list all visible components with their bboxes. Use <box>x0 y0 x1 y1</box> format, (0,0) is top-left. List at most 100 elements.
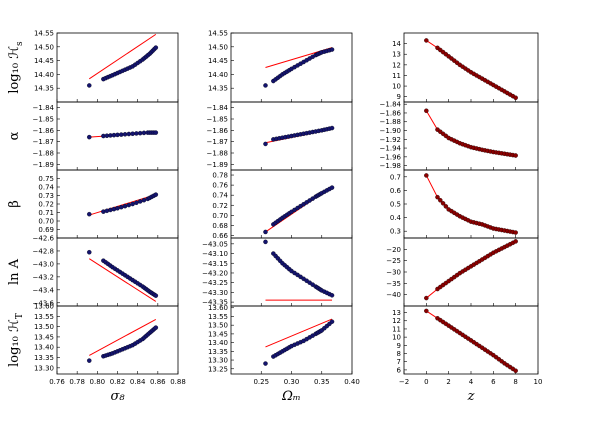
data-point <box>134 131 139 136</box>
panel-r1-c2: −1.84−1.86−1.88−1.90−1.92−1.94−1.96−1.98 <box>380 101 539 171</box>
y-tick-label: −1.84 <box>207 104 229 112</box>
data-point <box>424 108 429 114</box>
row-ylabel: α <box>7 131 22 140</box>
data-point <box>329 319 335 324</box>
y-tick-label: 7 <box>397 358 401 366</box>
data-point <box>438 198 443 203</box>
data-point <box>153 45 159 50</box>
data-point <box>122 203 128 209</box>
y-tick-label: 13.40 <box>34 344 54 352</box>
panel-r4-c0: 13.30 13.35 13.40 13.45 13.50 13.55 13.60 0.76 0… <box>34 303 186 387</box>
y-tick-label: 13.30 <box>208 357 228 365</box>
panel-r0-c0: 14.35 14.40 14.45 14.50 14.55 <box>34 30 179 103</box>
row-ylabel-main: log₁₀ ℋ <box>7 46 22 94</box>
y-tick-label: −1.86 <box>380 109 402 117</box>
x-tick-label: 6 <box>491 378 496 386</box>
panel-frame <box>230 305 353 375</box>
x-tick-label: 0.86 <box>150 378 166 386</box>
data-point <box>87 211 92 217</box>
panel-frame <box>56 169 179 239</box>
panel-r3-c1: −43.05 −43.10 −43.15−43.20 −43.25 −43.30 −43.… <box>202 237 353 307</box>
data-point <box>263 239 268 245</box>
data-point <box>141 130 147 136</box>
y-tick-label: 0.72 <box>38 201 54 209</box>
y-tick-label: −42.6 <box>33 235 55 243</box>
x-tick-label: 0.80 <box>90 378 106 386</box>
panel-frame <box>403 32 539 103</box>
panel-frame <box>56 32 179 103</box>
y-tick-label: 0.5 <box>390 201 401 209</box>
panel-frame <box>56 305 179 375</box>
y-tick-label: 13.60 <box>34 303 54 311</box>
row-ylabel-main: ln A <box>7 258 22 285</box>
fit-line <box>89 318 157 356</box>
y-tick-label: 0.69 <box>38 226 54 234</box>
x-tick-label: 0.84 <box>130 378 146 386</box>
y-tick-label: 13.30 <box>34 364 54 372</box>
panel-frame <box>403 305 539 375</box>
y-tick-label: 14.45 <box>208 57 228 65</box>
data-point <box>137 130 143 136</box>
data-point <box>435 194 440 200</box>
y-tick-label: 13.25 <box>208 365 228 373</box>
y-tick-label: −30 <box>386 269 401 277</box>
y-tick-label: 14 <box>392 40 401 48</box>
y-tick-label: 0.78 <box>212 172 228 180</box>
y-tick-label: 0.72 <box>212 202 228 210</box>
y-tick-label: −1.85 <box>207 116 228 124</box>
panel-r4-c1: 13.2513.3013.3513.4013.4513.5013.5513.60… <box>208 304 360 386</box>
data-point <box>141 197 147 203</box>
y-tick-label: −43.10 <box>202 250 228 258</box>
y-tick-label: −1.88 <box>207 150 228 158</box>
panel-r2-c1: 0.66 0.68 0.70 0.72 0.74 0.76 0.78 <box>212 169 353 240</box>
y-tick-label: 12 <box>392 61 401 69</box>
data-point <box>130 201 135 207</box>
y-tick-label: −1.87 <box>207 138 228 146</box>
data-point <box>513 153 518 158</box>
y-tick-label: 14.50 <box>34 43 54 51</box>
y-tick-label: −43.2 <box>33 273 54 281</box>
data-point <box>513 95 518 101</box>
y-tick-label: −1.90 <box>380 127 401 135</box>
y-tick-label: −1.86 <box>33 127 55 135</box>
y-tick-label: 13 <box>392 51 401 59</box>
y-tick-label: 12 <box>392 317 401 325</box>
data-point <box>153 293 159 298</box>
data-point <box>126 202 132 208</box>
data-point <box>137 199 143 204</box>
y-tick-label: 13.50 <box>208 322 228 330</box>
data-point <box>513 239 518 244</box>
x-tick-label: 10 <box>534 378 543 386</box>
y-tick-label: −1.87 <box>33 138 54 146</box>
panel-r2-c2: 0.3 0.4 0.5 0.6 0.7 <box>390 169 539 239</box>
panel-frame <box>403 101 539 171</box>
y-tick-label: −40 <box>386 291 401 299</box>
data-point <box>329 125 335 131</box>
y-tick-label: −25 <box>386 257 401 265</box>
data-point <box>122 132 128 137</box>
y-tick-label: 0.70 <box>212 212 228 220</box>
data-point <box>119 204 124 210</box>
data-point <box>424 173 429 178</box>
panel-r1-c0: −1.84 −1.85 −1.86 −1.87 −1.88 −1.89 <box>33 101 179 171</box>
y-tick-label: 10 <box>392 83 401 91</box>
row-ylabel: log₁₀ ℋT <box>7 313 25 367</box>
y-tick-label: 0.4 <box>390 214 402 222</box>
data-point <box>130 131 135 136</box>
data-point <box>424 38 429 43</box>
y-tick-label: −1.89 <box>33 161 54 169</box>
data-point <box>87 134 92 140</box>
y-tick-label: −43.0 <box>33 260 54 268</box>
x-tick-label: 2 <box>446 378 450 386</box>
data-point <box>134 200 139 205</box>
x-tick-label: 0.35 <box>314 378 330 386</box>
data-point <box>329 47 335 52</box>
x-tick-label: 0.76 <box>49 378 65 386</box>
panel-frame <box>230 169 353 239</box>
data-point <box>424 295 429 301</box>
y-tick-label: −1.88 <box>33 150 54 158</box>
y-tick-label: −1.98 <box>380 162 401 170</box>
panel-r3-c0: −42.6 −42.8 −43.0 −43.2 −43.4 −43.6 <box>33 235 179 307</box>
row-ylabel-sub: s <box>15 41 25 46</box>
